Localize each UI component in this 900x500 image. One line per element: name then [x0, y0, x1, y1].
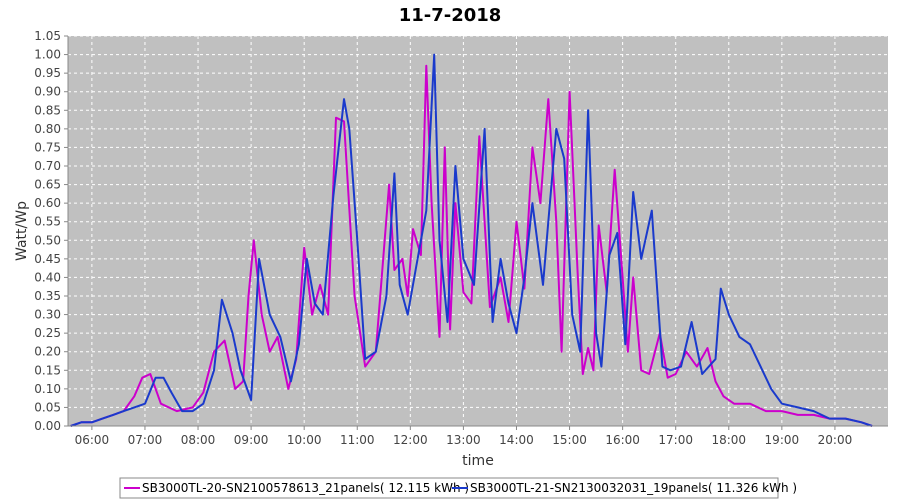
y-tick-label: 0.90 [34, 85, 61, 99]
y-tick-label: 0.50 [34, 233, 61, 247]
y-tick-label: 0.95 [34, 66, 61, 80]
x-tick-label: 12:00 [393, 433, 428, 447]
x-tick-label: 08:00 [181, 433, 216, 447]
x-tick-label: 16:00 [605, 433, 640, 447]
y-tick-label: 0.55 [34, 215, 61, 229]
y-tick-label: 0.65 [34, 178, 61, 192]
y-tick-label: 0.80 [34, 122, 61, 136]
y-tick-label: 1.05 [34, 29, 61, 43]
x-axis-label: time [462, 453, 494, 469]
x-tick-label: 17:00 [658, 433, 693, 447]
x-tick-label: 18:00 [711, 433, 746, 447]
y-axis-label: Watt/Wp [14, 201, 30, 261]
x-tick-label: 14:00 [499, 433, 534, 447]
y-tick-label: 0.00 [34, 419, 61, 433]
x-tick-label: 10:00 [287, 433, 322, 447]
x-tick-label: 19:00 [765, 433, 800, 447]
y-tick-label: 1.00 [34, 48, 61, 62]
x-tick-label: 07:00 [128, 433, 163, 447]
y-tick-label: 0.35 [34, 289, 61, 303]
series-lines [70, 53, 873, 427]
series-line-2 [70, 53, 873, 427]
legend: SB3000TL-20-SN2100578613_21panels( 12.11… [119, 477, 797, 499]
x-tick-label: 20:00 [818, 433, 853, 447]
y-tick-label: 0.30 [34, 308, 61, 322]
y-tick-label: 0.60 [34, 196, 61, 210]
y-tick-label: 0.25 [34, 326, 61, 340]
chart-title: 11-7-2018 [399, 5, 502, 26]
x-tick-label: 11:00 [340, 433, 375, 447]
y-tick-label: 0.85 [34, 103, 61, 117]
x-tick-label: 13:00 [446, 433, 481, 447]
x-tick-label: 15:00 [552, 433, 587, 447]
y-axis-ticks: 0.00 0.05 0.10 0.15 0.20 0.25 0.30 0.35 0.40 0.45… [34, 29, 68, 433]
y-tick-label: 0.75 [34, 140, 61, 154]
y-tick-label: 0.40 [34, 270, 61, 284]
x-tick-label: 09:00 [234, 433, 269, 447]
x-axis-ticks: 06:00 07:00 08:00 09:00 10:00 11:00 12:00 13:00… [75, 426, 853, 447]
y-tick-label: 0.10 [34, 382, 61, 396]
y-tick-label: 0.45 [34, 252, 61, 266]
legend-label-series-1: SB3000TL-20-SN2100578613_21panels( 12.11… [142, 481, 469, 495]
legend-label-series-2: SB3000TL-21-SN2130032031_19panels( 11.32… [470, 481, 797, 495]
y-tick-label: 0.15 [34, 363, 61, 377]
y-tick-label: 0.20 [34, 345, 61, 359]
x-tick-label: 06:00 [75, 433, 110, 447]
legend-box [119, 477, 779, 499]
y-tick-label: 0.70 [34, 159, 61, 173]
y-tick-label: 0.05 [34, 400, 61, 414]
